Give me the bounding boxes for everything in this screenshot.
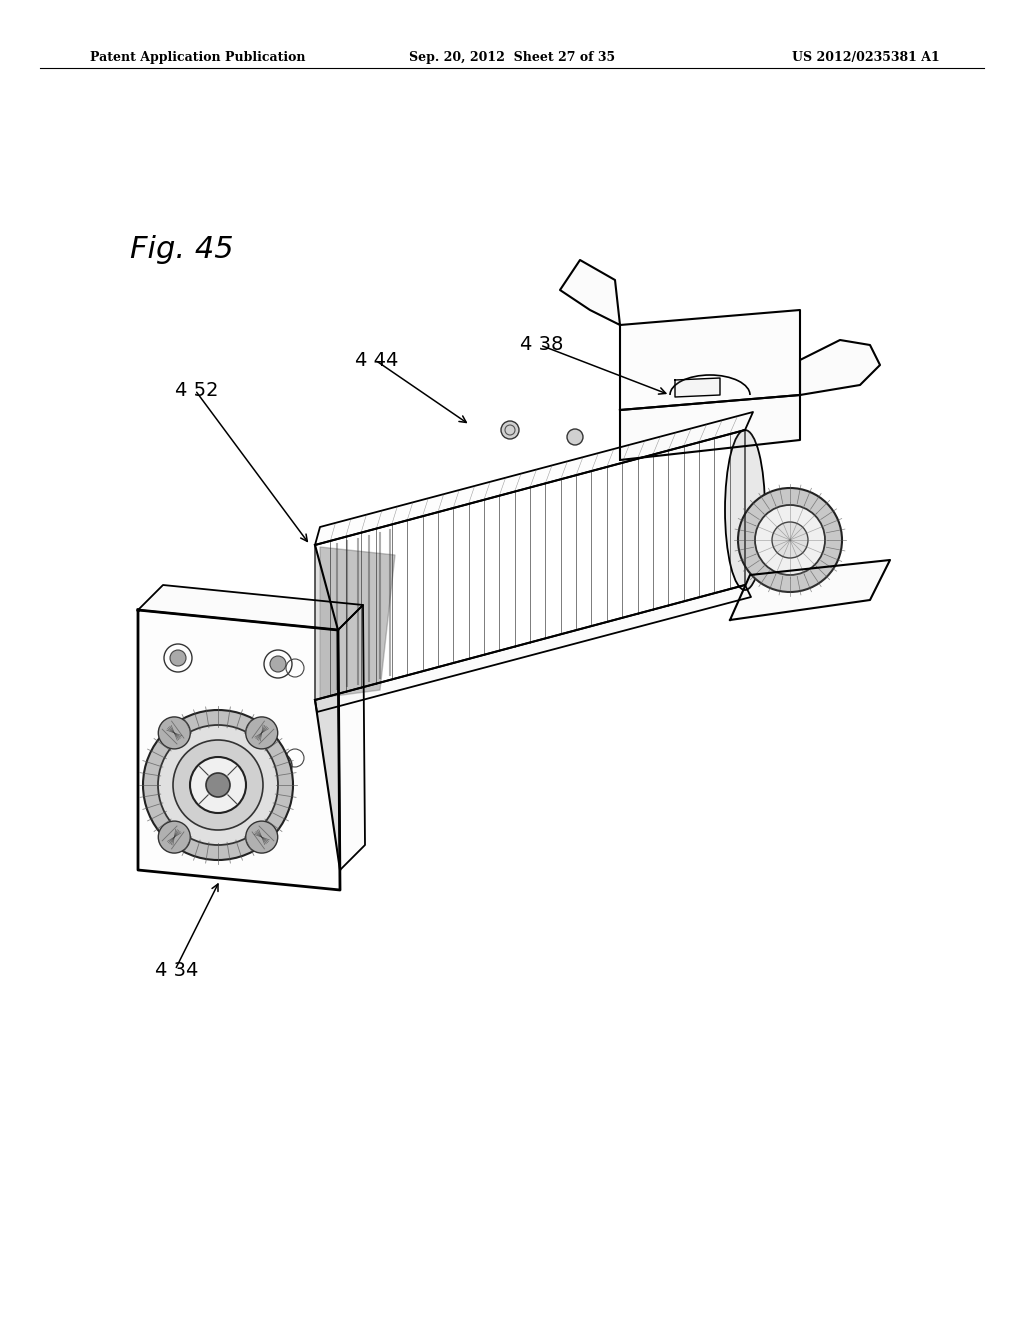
Polygon shape <box>319 546 395 698</box>
Polygon shape <box>138 610 340 890</box>
Circle shape <box>159 717 190 748</box>
Text: Fig. 45: Fig. 45 <box>130 235 233 264</box>
Polygon shape <box>620 310 800 411</box>
Circle shape <box>159 821 190 853</box>
Circle shape <box>143 710 293 861</box>
Circle shape <box>170 752 186 768</box>
Text: Patent Application Publication: Patent Application Publication <box>90 51 305 65</box>
Circle shape <box>738 488 842 591</box>
Circle shape <box>190 756 246 813</box>
Text: 4 38: 4 38 <box>520 335 563 355</box>
Polygon shape <box>800 341 880 395</box>
Polygon shape <box>338 605 365 870</box>
Circle shape <box>270 656 286 672</box>
Text: US 2012/0235381 A1: US 2012/0235381 A1 <box>793 51 940 65</box>
Circle shape <box>170 649 186 667</box>
Text: 4 34: 4 34 <box>155 961 199 979</box>
Circle shape <box>501 421 519 440</box>
Circle shape <box>772 521 808 558</box>
Circle shape <box>755 506 825 576</box>
Text: 4 52: 4 52 <box>175 380 218 400</box>
Circle shape <box>206 774 230 797</box>
Circle shape <box>246 717 278 748</box>
Polygon shape <box>675 378 720 397</box>
Circle shape <box>567 429 583 445</box>
Polygon shape <box>315 412 753 545</box>
Polygon shape <box>315 545 340 870</box>
Ellipse shape <box>725 430 765 590</box>
Text: 4 44: 4 44 <box>355 351 398 370</box>
Polygon shape <box>620 395 800 459</box>
Polygon shape <box>138 585 362 630</box>
Circle shape <box>246 821 278 853</box>
Text: Sep. 20, 2012  Sheet 27 of 35: Sep. 20, 2012 Sheet 27 of 35 <box>409 51 615 65</box>
Polygon shape <box>560 260 620 325</box>
Circle shape <box>173 741 263 830</box>
Circle shape <box>158 725 278 845</box>
Circle shape <box>270 758 286 774</box>
Polygon shape <box>315 585 751 711</box>
Polygon shape <box>730 560 890 620</box>
